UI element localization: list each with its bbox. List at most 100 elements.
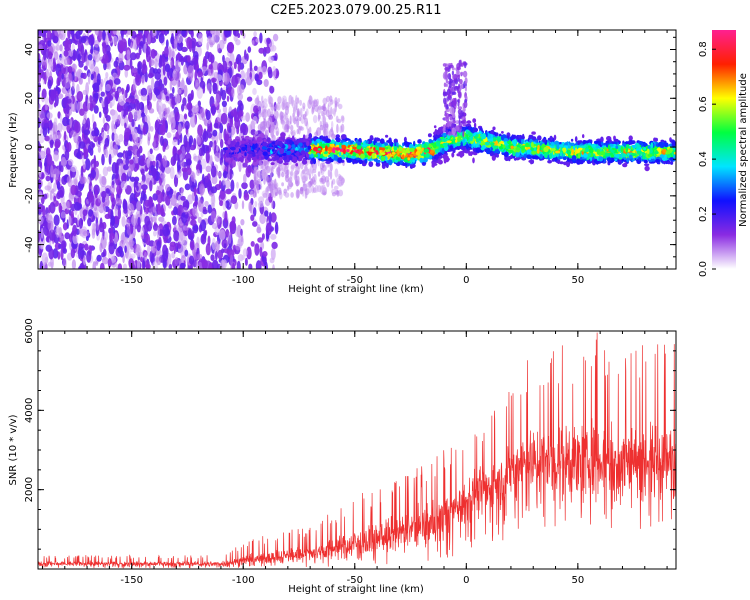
spectrogram-noise-cell (82, 89, 88, 95)
spectrogram-noise-cell (244, 71, 250, 84)
spectrogram-noise-cell (230, 195, 238, 205)
spectrogram-noise-cell (87, 97, 91, 111)
spectrogram-noise-cell (82, 230, 90, 237)
spectrogram-noise-cell (246, 96, 253, 102)
spectrogram-noise-cell (58, 161, 62, 172)
spectrogram-noise-cell (87, 54, 93, 61)
spectrogram-noise-cell (269, 85, 275, 94)
spectrogram-noise-cell (149, 148, 153, 155)
spectrogram-noise-cell (326, 179, 330, 188)
spectrogram-band-cell (330, 139, 335, 144)
spectrogram-noise-cell (159, 173, 166, 179)
spectrogram-noise-cell (286, 185, 290, 191)
spectrogram-band-cell (643, 159, 648, 164)
spectrogram-noise-cell (47, 126, 50, 134)
spectrogram-noise-cell (109, 184, 116, 194)
spectrogram-noise-cell (67, 66, 73, 74)
spectrogram-noise-cell (57, 180, 61, 191)
spectrogram-noise-cell (242, 248, 248, 257)
spectrogram-noise-cell (226, 173, 230, 182)
spectrogram-noise-cell (307, 99, 312, 109)
spectrogram-noise-cell (246, 246, 252, 260)
spectrogram-noise-cell (274, 221, 279, 235)
spectrogram-noise-cell (237, 62, 241, 73)
spectrogram-noise-cell (83, 213, 86, 222)
spectrogram-noise-cell (125, 106, 129, 116)
spectrogram-noise-cell (229, 254, 234, 267)
spectrogram-noise-cell (82, 176, 87, 184)
spectrogram-noise-cell (146, 84, 153, 94)
spectrogram-noise-cell (110, 215, 116, 227)
spectrogram-noise-cell (254, 180, 260, 186)
spectrogram-noise-cell (159, 177, 162, 186)
spectrogram-noise-cell (209, 154, 213, 168)
spectrogram-noise-cell (53, 154, 58, 161)
spectrogram-noise-cell (75, 140, 80, 150)
spectrogram-noise-cell (219, 123, 224, 134)
spectrogram-noise-cell (325, 95, 331, 103)
spectrogram-noise-cell (88, 209, 93, 217)
spectrogram-noise-cell (87, 72, 91, 85)
spectrogram-noise-cell (186, 132, 190, 138)
spectrogram-noise-cell (121, 172, 127, 184)
spectrogram-noise-cell (267, 108, 271, 118)
spectrogram-noise-cell (123, 64, 131, 71)
spectrogram-noise-cell (141, 74, 146, 85)
spectrogram-noise-cell (230, 179, 235, 192)
spectrogram-noise-cell (38, 216, 42, 223)
spectrogram-noise-cell (322, 112, 325, 120)
spectrogram-noise-cell (199, 80, 206, 89)
spectrogram-noise-cell (144, 115, 151, 124)
spectrogram-noise-cell (45, 175, 51, 182)
spectrogram-noise-cell (190, 30, 194, 39)
spectrogram-noise-cell (53, 117, 58, 126)
spectrogram-noise-cell (284, 174, 290, 183)
spectrogram-noise-cell (137, 60, 143, 71)
spectrogram-noise-cell (41, 172, 44, 179)
spectrogram-noise-cell (222, 200, 227, 211)
spectrogram-noise-cell (64, 232, 71, 240)
spectrogram-noise-cell (196, 136, 202, 145)
spectrogram-noise-cell (166, 132, 172, 139)
spectrogram-noise-cell (220, 112, 228, 125)
spectrogram-noise-cell (38, 58, 42, 68)
spectrogram-noise-cell (278, 171, 281, 179)
spectrogram-noise-cell (256, 96, 259, 106)
spectrogram-noise-cell (106, 124, 110, 135)
spectrogram-noise-cell (180, 195, 186, 201)
spectrogram-noise-cell (267, 69, 273, 79)
spectrogram-noise-cell (215, 30, 221, 37)
spectrogram-noise-cell (262, 192, 268, 199)
spectrogram-noise-cell (105, 84, 111, 92)
spectrogram-noise-cell (124, 68, 129, 78)
spectrogram-noise-cell (152, 93, 157, 102)
spectrogram-noise-cell (262, 168, 266, 175)
spectrogram-noise-cell (93, 40, 100, 48)
spectrogram-noise-cell (231, 87, 235, 98)
spectrogram-noise-cell (205, 243, 211, 256)
spectrogram-noise-cell (181, 103, 185, 112)
spectrogram-noise-cell (57, 111, 61, 119)
spectrogram-noise-cell (249, 202, 253, 214)
spectrogram-noise-cell (231, 75, 239, 88)
spectrogram-noise-cell (180, 55, 184, 66)
spectrogram-band-cell (283, 162, 289, 166)
spectrogram-noise-cell (210, 186, 218, 194)
spectrogram-noise-cell (189, 138, 192, 148)
spectrogram-noise-cell (317, 171, 321, 177)
spectrogram-noise-cell (285, 105, 289, 115)
spectrogram-noise-cell (113, 78, 121, 85)
spectrogram-noise-cell (121, 87, 124, 95)
spectrogram-noise-cell (197, 33, 203, 46)
spectrogram-noise-cell (89, 95, 93, 104)
spectrogram-noise-cell (259, 213, 266, 225)
spectrogram-noise-cell (153, 240, 156, 248)
spectrogram-noise-cell (314, 184, 319, 193)
spectrogram-noise-cell (178, 231, 186, 245)
spectrogram-noise-cell (193, 187, 197, 197)
spectrogram-noise-cell (152, 205, 157, 213)
spectrogram-noise-cell (95, 160, 99, 167)
spectrogram-noise-cell (187, 68, 191, 80)
spectrogram-noise-cell (113, 133, 118, 142)
spectrogram-noise-cell (133, 155, 139, 164)
